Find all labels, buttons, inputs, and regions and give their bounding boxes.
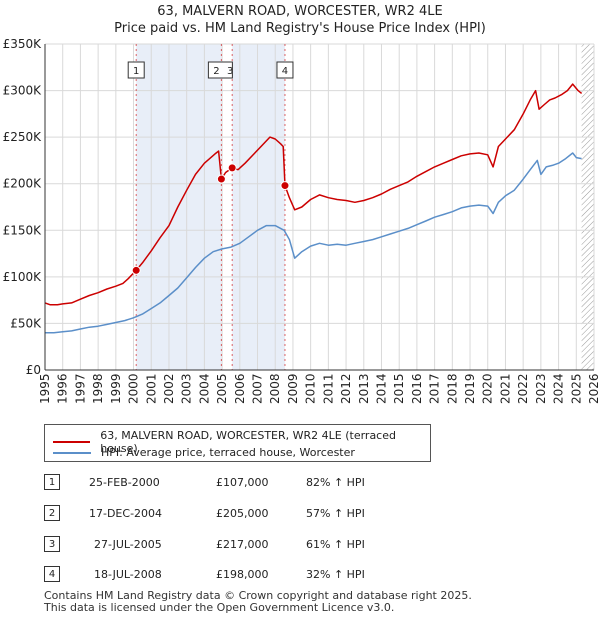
- y-tick-label: £200K: [3, 177, 43, 191]
- sale-label: 2: [207, 61, 233, 79]
- transaction-hpi: 61% ↑ HPI: [306, 538, 365, 551]
- sale-label-text: 1: [133, 66, 139, 77]
- legend-item-hpi: HPI: Average price, terraced house, Worc…: [53, 446, 355, 459]
- x-tick-label: 2021: [498, 373, 512, 404]
- x-tick-label: 2014: [374, 373, 388, 404]
- x-tick-label: 2015: [392, 373, 406, 404]
- sale-label: 4: [276, 61, 294, 79]
- table-row: 4 18-JUL-2008 £198,000 32% ↑ HPI: [44, 566, 464, 584]
- footer-license: This data is licensed under the Open Gov…: [44, 601, 395, 614]
- y-tick-label: £150K: [3, 223, 43, 237]
- x-tick-label: 2023: [534, 373, 548, 404]
- transaction-price: £217,000: [216, 538, 269, 551]
- x-tick-label: 2026: [587, 373, 600, 404]
- x-tick-label: 2025: [569, 373, 583, 404]
- x-tick-label: 2013: [357, 373, 371, 404]
- property-price-line: [44, 83, 583, 306]
- hpi-line: [45, 152, 582, 334]
- y-tick-label: £300K: [3, 84, 43, 98]
- legend-label-property: 63, MALVERN ROAD, WORCESTER, WR2 4LE (te…: [100, 429, 396, 455]
- transaction-number: 3: [44, 536, 60, 552]
- x-tick-label: 2022: [516, 373, 530, 404]
- y-tick-label: £50K: [10, 316, 42, 330]
- y-tick-label: £350K: [3, 37, 43, 51]
- x-tick-label: 2009: [286, 373, 300, 404]
- x-tick-label: 2016: [410, 373, 424, 404]
- footer-copyright: Contains HM Land Registry data © Crown c…: [44, 589, 472, 602]
- x-tick-label: 2020: [481, 373, 495, 404]
- x-tick-label: 2004: [197, 373, 211, 404]
- x-tick-label: 2007: [251, 373, 265, 404]
- x-tick-label: 2006: [233, 373, 247, 404]
- transaction-hpi: 57% ↑ HPI: [306, 507, 365, 520]
- legend-label-hpi: HPI: Average price, terraced house, Worc…: [101, 446, 355, 459]
- transaction-number: 1: [44, 474, 60, 490]
- sale-marker: [216, 174, 226, 184]
- sale-label-text: 3: [227, 66, 233, 77]
- transaction-price: £198,000: [216, 568, 269, 581]
- transaction-number: 4: [44, 566, 60, 582]
- transaction-date: 27-JUL-2005: [94, 538, 162, 551]
- transaction-date: 18-JUL-2008: [94, 568, 162, 581]
- sale-label-text: 4: [282, 66, 288, 77]
- x-tick-label: 1998: [91, 373, 105, 404]
- x-tick-label: 2000: [127, 373, 141, 404]
- x-tick-label: 2005: [215, 373, 229, 404]
- x-tick-label: 2024: [552, 373, 566, 404]
- x-tick-label: 1999: [109, 373, 123, 404]
- legend: 63, MALVERN ROAD, WORCESTER, WR2 4LE (te…: [44, 424, 431, 462]
- x-tick-label: 1995: [38, 373, 52, 404]
- sale-label-box: [207, 61, 233, 79]
- transaction-number: 2: [44, 505, 60, 521]
- forecast-hatch: [581, 44, 594, 370]
- sale-label-text: 2: [213, 66, 219, 77]
- chart-title: 63, MALVERN ROAD, WORCESTER, WR2 4LE: [157, 4, 443, 19]
- x-tick-label: 2002: [162, 373, 176, 404]
- x-tick-label: 1996: [56, 373, 70, 404]
- transaction-hpi: 82% ↑ HPI: [306, 476, 365, 489]
- table-row: 2 17-DEC-2004 £205,000 57% ↑ HPI: [44, 505, 464, 523]
- x-tick-label: 1997: [73, 373, 87, 404]
- sale-label: 3: [227, 66, 233, 77]
- sale-marker: [280, 181, 290, 191]
- x-tick-label: 2001: [144, 373, 158, 404]
- x-tick-label: 2017: [428, 373, 442, 404]
- x-tick-label: 2019: [463, 373, 477, 404]
- transaction-hpi: 32% ↑ HPI: [306, 568, 365, 581]
- x-tick-label: 2018: [445, 373, 459, 404]
- chart-subtitle: Price paid vs. HM Land Registry's House …: [114, 21, 486, 36]
- y-tick-label: £0: [26, 363, 41, 377]
- table-row: 3 27-JUL-2005 £217,000 61% ↑ HPI: [44, 536, 464, 554]
- y-tick-label: £100K: [3, 270, 43, 284]
- table-row: 1 25-FEB-2000 £107,000 82% ↑ HPI: [44, 474, 464, 492]
- ownership-shade: [136, 44, 222, 370]
- sale-label: 1: [127, 61, 145, 79]
- transaction-date: 17-DEC-2004: [89, 507, 163, 520]
- x-tick-label: 2003: [180, 373, 194, 404]
- x-tick-label: 2012: [339, 373, 353, 404]
- transaction-price: £205,000: [216, 507, 269, 520]
- y-tick-label: £250K: [3, 130, 43, 144]
- ownership-shade: [232, 44, 285, 370]
- legend-swatch-property: [53, 441, 91, 443]
- sale-label-box: [127, 61, 145, 79]
- legend-item-property: 63, MALVERN ROAD, WORCESTER, WR2 4LE (te…: [53, 429, 430, 455]
- transaction-date: 25-FEB-2000: [89, 476, 160, 489]
- sale-marker: [227, 163, 237, 173]
- transaction-price: £107,000: [216, 476, 269, 489]
- x-tick-label: 2011: [321, 373, 335, 404]
- legend-swatch-hpi: [53, 451, 91, 454]
- x-tick-label: 2010: [304, 373, 318, 404]
- sale-marker: [131, 265, 141, 275]
- x-tick-label: 2008: [268, 373, 282, 404]
- sale-label-box: [276, 61, 294, 79]
